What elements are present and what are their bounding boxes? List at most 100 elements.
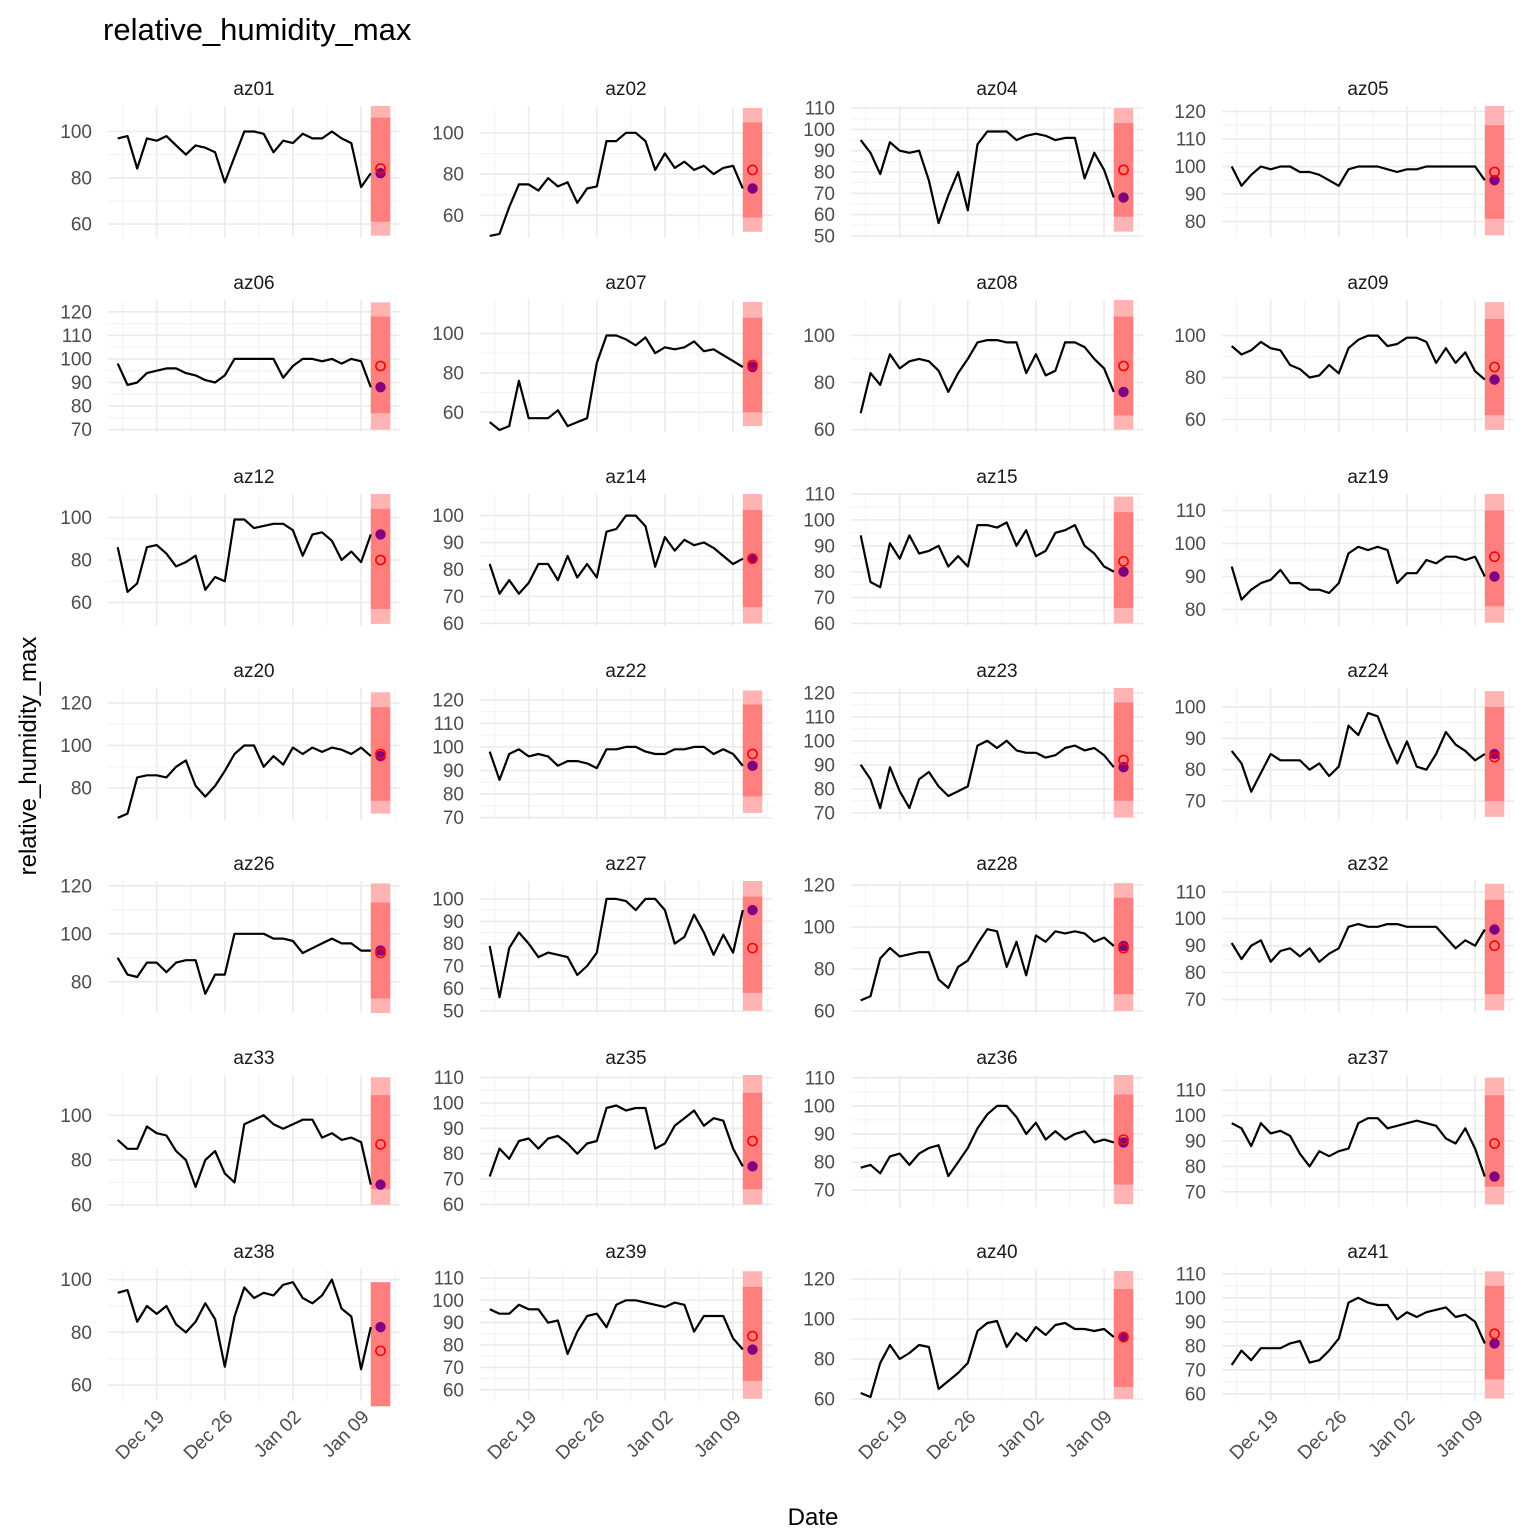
y-tick-label: 80	[71, 1323, 92, 1344]
y-tick-label: 100	[60, 508, 92, 529]
y-tick-label: 80	[814, 1350, 835, 1371]
series-line	[1230, 165, 1486, 187]
forecast-point	[1489, 166, 1500, 178]
facet-label: az41	[1347, 1242, 1388, 1263]
prediction-band-inner	[1484, 125, 1505, 219]
facet-label: az08	[976, 273, 1017, 294]
prediction-band-inner	[742, 122, 763, 218]
facet-az07: az07 60 80 100	[432, 273, 772, 432]
y-tick-label: 120	[60, 302, 92, 323]
forecast-point	[747, 1135, 758, 1147]
y-tick-label: 90	[814, 536, 835, 557]
forecast-point	[1118, 942, 1129, 954]
prediction-band-inner	[1113, 512, 1134, 608]
facet-label: az22	[605, 661, 646, 682]
x-tick-label: Jan 09	[690, 1407, 745, 1462]
prediction-band-inner	[1113, 123, 1134, 217]
y-tick-label: 80	[71, 397, 92, 418]
y-tick-label: 60	[814, 205, 835, 226]
prediction-band-inner	[370, 1282, 391, 1407]
forecast-point	[1489, 361, 1500, 373]
y-tick-label: 100	[803, 731, 835, 752]
prediction-band-inner	[370, 508, 391, 609]
facet-label: az04	[976, 79, 1018, 100]
y-tick-label: 70	[443, 808, 464, 829]
y-tick-label: 110	[1176, 882, 1206, 903]
prediction-band-inner	[1484, 1095, 1505, 1187]
y-tick-label: 80	[814, 562, 835, 583]
facet-az12: az12 60 80 100	[60, 467, 400, 626]
facet-az02: az02 60 80 100	[432, 79, 772, 238]
y-tick-label: 80	[814, 163, 835, 184]
observed-point	[1489, 374, 1500, 385]
facet-az05: az05 80 90 100 110 120	[1174, 79, 1514, 238]
y-tick-label: 80	[443, 785, 464, 806]
y-tick-label: 90	[1185, 1132, 1206, 1153]
y-tick-label: 100	[432, 324, 464, 345]
series-line	[117, 744, 372, 819]
facet-az32: az32 70 80 90 100 110	[1174, 854, 1514, 1013]
y-tick-label: 100	[432, 737, 464, 758]
observed-point	[1489, 1171, 1500, 1182]
series-line	[1230, 334, 1486, 381]
x-tick-label: Dec 26	[552, 1407, 609, 1464]
y-tick-label: 80	[443, 560, 464, 581]
y-tick-label: 90	[443, 1313, 464, 1334]
y-tick-label: 60	[71, 1195, 92, 1216]
facet-az23: az23 70 80 90 100 110 120	[803, 661, 1143, 824]
y-tick-label: 80	[71, 168, 92, 189]
y-tick-label: 90	[814, 1124, 835, 1145]
y-tick-label: 110	[434, 1268, 464, 1289]
observed-point	[747, 760, 758, 771]
x-tick-label: Jan 02	[250, 1407, 305, 1462]
y-tick-label: 60	[443, 614, 464, 635]
y-tick-label: 90	[1185, 185, 1206, 206]
forecast-point	[375, 1345, 386, 1357]
facet-label: az20	[233, 661, 274, 682]
y-tick-label: 90	[1185, 567, 1206, 588]
series-line	[117, 130, 372, 189]
y-tick-label: 80	[71, 1151, 92, 1172]
facet-label: az14	[605, 467, 647, 488]
y-tick-label: 110	[1176, 501, 1206, 522]
observed-point	[375, 382, 386, 393]
series-line	[859, 521, 1115, 589]
forecast-point	[1489, 940, 1500, 952]
y-tick-label: 120	[60, 876, 92, 897]
facet-label: az19	[1347, 467, 1388, 488]
y-tick-label: 120	[803, 1270, 835, 1291]
forecast-point	[1489, 1328, 1500, 1340]
series-line	[116, 932, 371, 995]
prediction-band-inner	[1484, 899, 1505, 995]
forecast-point	[1489, 551, 1500, 563]
x-tick-label: Dec 19	[855, 1407, 912, 1464]
facet-az20: az20 80 100 120	[60, 661, 400, 820]
observed-point	[1489, 175, 1500, 186]
facet-az38: az38 60 80 100 Dec 19 Dec 26 Jan 02 Jan 09	[60, 1242, 400, 1464]
x-tick-label: Jan 09	[1061, 1407, 1116, 1462]
y-tick-label: 80	[443, 363, 464, 384]
facet-label: az37	[1347, 1048, 1388, 1069]
y-tick-label: 70	[1185, 792, 1206, 813]
y-tick-label: 60	[443, 403, 464, 424]
y-tick-label: 60	[1185, 410, 1206, 431]
observed-point	[1118, 1137, 1129, 1148]
forecast-point	[1118, 754, 1129, 766]
y-tick-label: 80	[1185, 212, 1206, 233]
facet-az33: az33 60 80 100	[60, 1048, 400, 1216]
y-tick-label: 110	[434, 714, 464, 735]
prediction-band-inner	[1113, 316, 1134, 416]
y-tick-label: 110	[1176, 1081, 1206, 1102]
facet-az41: az41 60 70 80 90 100 110 Dec 19 Dec 26 Jan 02 Jan …	[1174, 1242, 1514, 1464]
x-tick-label: Jan 09	[318, 1407, 373, 1462]
y-tick-label: 90	[814, 755, 835, 776]
y-tick-label: 70	[1185, 1360, 1206, 1381]
prediction-band-inner	[370, 1095, 391, 1190]
y-tick-label: 100	[803, 918, 835, 939]
forecast-point	[1118, 164, 1129, 176]
forecast-point	[375, 360, 386, 372]
series-line	[488, 1104, 744, 1177]
y-tick-label: 70	[1185, 1182, 1206, 1203]
series-line	[489, 131, 744, 237]
